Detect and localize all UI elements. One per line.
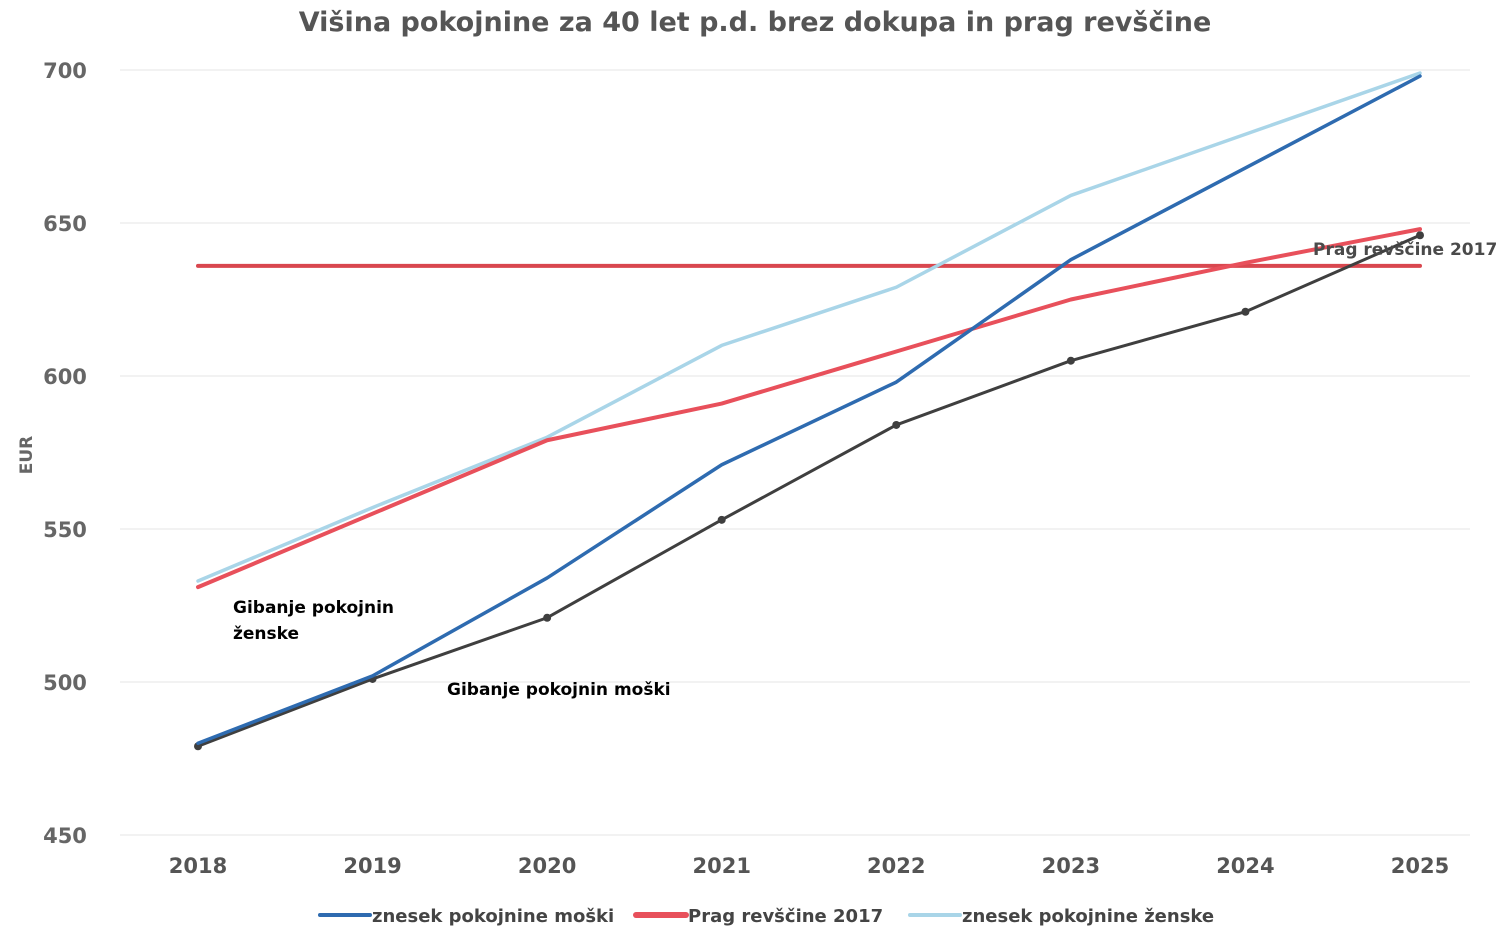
series-line-0 <box>196 74 1422 745</box>
chart-title: Višina pokojnine za 40 let p.d. brez dok… <box>299 7 1212 38</box>
gridlines <box>120 69 1470 836</box>
y-tick-label: 450 <box>43 824 87 848</box>
x-tick-label: 2022 <box>867 854 925 878</box>
overlay-point <box>717 515 726 524</box>
x-tick-label: 2018 <box>169 854 227 878</box>
series-line-2 <box>196 71 1422 583</box>
x-tick-label: 2024 <box>1216 854 1274 878</box>
hand-drawn-overlays <box>194 231 1424 751</box>
series-line-1 <box>196 227 1422 590</box>
x-tick-label: 2019 <box>343 854 401 878</box>
y-tick-label: 650 <box>43 212 87 236</box>
overlay-point <box>1241 307 1250 316</box>
overlay-point <box>892 420 901 429</box>
series-lines <box>196 71 1422 745</box>
y-tick-label: 700 <box>43 59 87 83</box>
x-tick-label: 2021 <box>692 854 750 878</box>
x-tick-label: 2023 <box>1042 854 1100 878</box>
overlay-point <box>1066 356 1075 365</box>
y-tick-label: 550 <box>43 518 87 542</box>
x-tick-labels: 2018 2019 2020 2021 2022 2023 2024 2025 <box>169 854 1449 878</box>
annotation-women-line2: ženske <box>233 624 299 644</box>
x-tick-label: 2020 <box>518 854 576 878</box>
x-tick-label: 2025 <box>1391 854 1449 878</box>
legend-label: Prag revščine 2017 <box>688 906 883 927</box>
annotation-men: Gibanje pokojnin moški <box>447 680 671 700</box>
overlay-line-1 <box>196 233 1422 748</box>
legend-label: znesek pokojnine ženske <box>962 906 1214 927</box>
y-tick-labels: 450 500 550 600 650 700 <box>43 59 87 848</box>
annotation-threshold: Prag revščine 2017 <box>1313 240 1496 260</box>
overlay-point <box>543 613 552 622</box>
y-tick-label: 500 <box>43 671 87 695</box>
y-tick-label: 600 <box>43 365 87 389</box>
overlay-point <box>1416 231 1424 240</box>
legend-label: znesek pokojnine moški <box>372 906 614 927</box>
legend: znesek pokojnine moški Prag revščine 2017… <box>318 906 1214 927</box>
annotation-women-line1: Gibanje pokojnin <box>233 598 394 618</box>
y-axis-label: EUR <box>17 436 37 475</box>
